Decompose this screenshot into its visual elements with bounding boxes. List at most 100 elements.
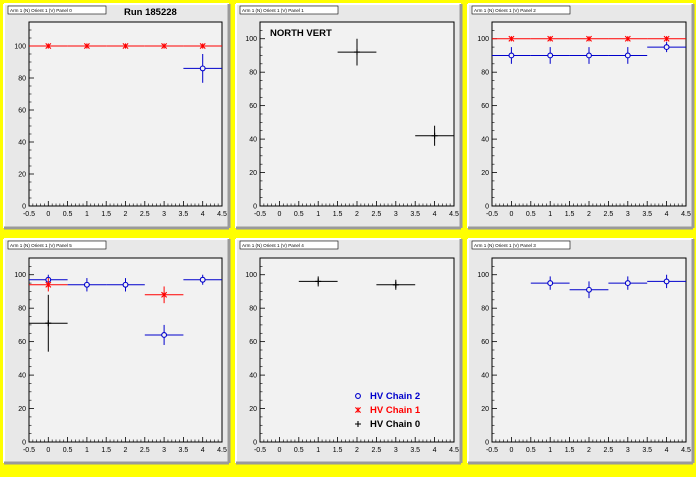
panel-title-box [471, 240, 571, 250]
series-hv-chain-0 [29, 294, 68, 352]
x-tick-label: -0.5 [23, 211, 35, 218]
data-point [608, 276, 648, 290]
y-tick-label: 100 [477, 36, 489, 43]
panel-title-text: Arm 1 (N) Orient 1 (V) Panel 1 [242, 8, 304, 13]
panel-title-box [239, 5, 339, 15]
star-marker [199, 43, 206, 49]
y-tick-label: 60 [18, 339, 26, 346]
data-point [569, 47, 609, 64]
x-tick-label: 1.5 [565, 211, 575, 218]
x-tick-label: 2 [587, 447, 591, 454]
y-tick-label: 0 [485, 204, 489, 211]
y-tick-label: 20 [481, 406, 489, 413]
panel-title-box [7, 5, 107, 15]
x-tick-label: 4.5 [217, 211, 227, 218]
circle-marker [508, 52, 515, 59]
x-tick-label: 0 [509, 211, 513, 218]
x-tick-label: 0 [277, 211, 281, 218]
x-tick-label: 0.5 [63, 211, 73, 218]
x-tick-label: -0.5 [254, 447, 266, 454]
x-tick-label: 1.5 [101, 447, 111, 454]
plus-marker [431, 132, 438, 139]
y-tick-label: 40 [481, 137, 489, 144]
star-marker [663, 35, 670, 42]
panel-annotation: Run 185228 [124, 7, 177, 18]
x-tick-label: 3 [162, 447, 166, 454]
y-tick-label: 20 [249, 406, 257, 413]
legend-marker-plus [355, 421, 361, 427]
plus-marker [315, 278, 322, 285]
legend-label: HV Chain 0 [370, 419, 420, 430]
data-point [67, 43, 107, 49]
data-point [608, 47, 648, 64]
y-tick-label: 80 [481, 306, 489, 313]
y-tick-label: 80 [249, 70, 257, 77]
y-tick-label: 60 [18, 108, 26, 115]
star-marker [508, 35, 515, 42]
data-point [144, 286, 184, 304]
x-tick-label: 0.5 [526, 211, 536, 218]
panel-title: Arm 1 (N) Orient 1 (V) Panel 3 [471, 240, 571, 250]
x-tick-label: 0 [277, 447, 281, 454]
data-point [144, 43, 184, 49]
series-hv-chain-1 [492, 35, 686, 42]
circle-marker [663, 278, 670, 285]
x-tick-label: 1 [85, 447, 89, 454]
x-tick-label: 4 [201, 447, 205, 454]
panel-title-box [7, 240, 107, 250]
x-tick-label: 4 [433, 447, 437, 454]
y-tick-label: 100 [14, 44, 26, 51]
x-tick-label: 2 [124, 211, 128, 218]
data-point [569, 35, 609, 42]
circle-marker [199, 276, 206, 283]
circle-marker [122, 281, 129, 288]
panel-title: Arm 1 (N) Orient 1 (V) Panel 0 [7, 5, 107, 15]
x-tick-label: 2 [355, 211, 359, 218]
data-point [647, 42, 686, 53]
x-tick-label: 4 [201, 211, 205, 218]
x-tick-label: -0.5 [486, 211, 498, 218]
x-tick-label: 0.5 [526, 447, 536, 454]
x-tick-label: 1.5 [101, 211, 111, 218]
legend-label: HV Chain 2 [370, 391, 420, 402]
x-tick-label: 3 [626, 447, 630, 454]
x-tick-label: -0.5 [23, 447, 35, 454]
panel-title: Arm 1 (N) Orient 1 (V) Panel 2 [471, 5, 571, 15]
y-tick-label: 20 [481, 170, 489, 177]
legend-label: HV Chain 1 [370, 405, 421, 416]
y-tick-label: 60 [249, 103, 257, 110]
circle-marker [624, 52, 631, 59]
star-marker [83, 43, 90, 49]
series-hv-chain-2 [492, 42, 686, 64]
x-tick-label: 2.5 [604, 447, 614, 454]
x-tick-label: 2 [124, 447, 128, 454]
y-tick-label: 0 [253, 204, 257, 211]
star-marker [586, 35, 592, 42]
panel-4: Arm 1 (N) Orient 1 (V) Panel 4-0.5 0 0.5 1 1… [235, 238, 463, 465]
data-point [492, 35, 531, 42]
data-point [183, 43, 222, 49]
x-tick-label: 3 [162, 211, 166, 218]
x-tick-label: 4 [665, 211, 669, 218]
x-tick-label: -0.5 [486, 447, 498, 454]
x-tick-label: 1 [548, 447, 552, 454]
series-hv-chain-2 [530, 274, 686, 299]
x-tick-label: 3 [626, 211, 630, 218]
data-point [415, 125, 454, 146]
x-tick-label: 2 [355, 447, 359, 454]
y-tick-label: 20 [18, 172, 26, 179]
series-hv-chain-1 [29, 43, 222, 49]
data-point [29, 43, 68, 49]
plot-frame [259, 257, 455, 443]
panel-title: Arm 1 (N) Orient 1 (V) Panel 4 [239, 240, 339, 250]
panel-title-text: Arm 1 (N) Orient 1 (V) Panel 4 [242, 243, 304, 248]
data-point [647, 274, 686, 289]
x-tick-label: 0 [46, 211, 50, 218]
x-tick-label: 1 [316, 211, 320, 218]
plus-marker [392, 281, 399, 288]
panel-5: Arm 1 (N) Orient 1 (V) Panel 3-0.5 0 0.5 1 1… [467, 238, 695, 465]
circle-marker [83, 281, 90, 288]
y-tick-label: 60 [249, 339, 257, 346]
panel-title-text: Arm 1 (N) Orient 1 (V) Panel 2 [474, 8, 536, 13]
